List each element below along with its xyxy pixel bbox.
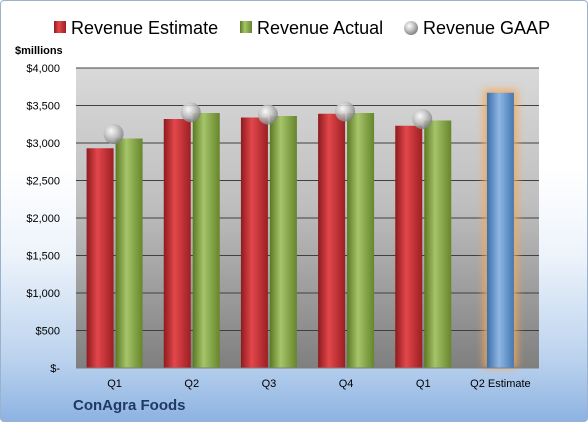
x-axis-ticks: Q1 Q2 Q3 Q4 Q1 Q2 Estimate xyxy=(107,378,530,390)
y-tick-label: $3,500 xyxy=(26,101,60,113)
x-tick-label: Q2 xyxy=(184,378,199,390)
y-unit-label: $millions xyxy=(15,45,63,57)
x-tick-label: Q2 Estimate xyxy=(470,378,531,390)
bars xyxy=(86,89,517,368)
x-tick-label: Q3 xyxy=(262,378,277,390)
legend-swatch-estimate xyxy=(54,21,66,33)
legend-item-revenue-estimate: Revenue Estimate xyxy=(54,18,218,38)
gridlines xyxy=(76,67,539,331)
y-tick-label: $2,000 xyxy=(26,213,60,225)
y-axis-ticks: $- $500 $1,000 $1,500 $2,000 $2,500 $3,000 $3,5… xyxy=(26,63,60,375)
bar-revenue-estimate xyxy=(240,117,268,368)
company-name: ConAgra Foods xyxy=(73,397,186,414)
x-tick-label: Q4 xyxy=(339,378,354,390)
marker-revenue-gaap xyxy=(257,104,278,125)
y-tick-label: $4,000 xyxy=(26,63,60,75)
y-tick-label: $500 xyxy=(36,326,60,338)
bar-revenue-estimate xyxy=(86,148,114,368)
bar-q2-estimate xyxy=(486,92,514,368)
bar-revenue-estimate xyxy=(395,125,423,368)
bar-revenue-actual xyxy=(424,120,452,368)
legend-swatch-actual xyxy=(240,21,252,33)
legend-item-revenue-actual: Revenue Actual xyxy=(240,18,383,38)
marker-revenue-gaap xyxy=(103,124,124,144)
x-tick-label: Q1 xyxy=(416,378,431,390)
legend-item-revenue-gaap: Revenue GAAP xyxy=(404,18,550,38)
y-tick-label: $- xyxy=(50,363,60,375)
y-tick-label: $1,000 xyxy=(26,288,60,300)
bar-revenue-actual xyxy=(347,113,375,368)
bar-revenue-estimate xyxy=(163,119,191,368)
bar-revenue-estimate xyxy=(318,113,346,368)
y-tick-label: $2,500 xyxy=(26,176,60,188)
marker-revenue-gaap xyxy=(412,109,433,129)
marker-revenue-gaap xyxy=(180,102,201,123)
legend-marker-gaap xyxy=(404,21,418,35)
legend: Revenue Estimate Revenue Actual Revenue … xyxy=(54,18,550,38)
legend-label-actual: Revenue Actual xyxy=(257,18,383,38)
y-tick-label: $3,000 xyxy=(26,138,60,150)
x-tick-label: Q1 xyxy=(107,378,122,390)
bar-revenue-actual xyxy=(115,138,143,368)
bar-revenue-actual xyxy=(269,116,297,368)
bar-revenue-actual xyxy=(192,113,220,368)
legend-label-estimate: Revenue Estimate xyxy=(71,18,218,38)
legend-label-gaap: Revenue GAAP xyxy=(423,18,550,38)
y-tick-label: $1,500 xyxy=(26,251,60,263)
gaap-markers xyxy=(103,101,433,144)
marker-revenue-gaap xyxy=(335,101,356,122)
